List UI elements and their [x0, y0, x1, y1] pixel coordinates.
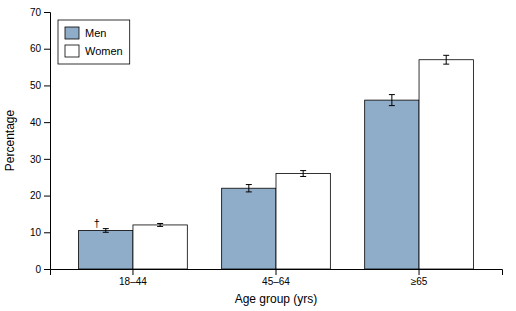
legend: Men Women [58, 20, 130, 64]
y-tick-label: 70 [30, 7, 42, 18]
y-tick: 50 [30, 80, 50, 91]
x-tick-mark [419, 269, 420, 275]
x-tick-mark [132, 269, 133, 275]
x-tick-label: 45–64 [262, 276, 290, 287]
error-bar [103, 229, 109, 233]
y-tick-label: 20 [30, 190, 42, 201]
x-tick: 18–44 [119, 269, 147, 287]
y-tick-mark [44, 122, 50, 123]
y-axis-line [44, 13, 51, 270]
x-axis-line [51, 270, 503, 276]
y-tick-mark [44, 159, 50, 160]
legend-item: Women [65, 45, 123, 57]
bar [133, 225, 187, 269]
y-axis: 0 10 20 30 40 50 60 70 [30, 7, 51, 275]
error-bar [389, 95, 395, 106]
y-tick-mark [44, 232, 50, 233]
y-tick: 10 [30, 227, 50, 238]
y-tick: 70 [30, 7, 50, 18]
legend-swatch [65, 45, 79, 57]
bar [276, 174, 330, 269]
bar [365, 100, 419, 269]
y-tick-label: 40 [30, 117, 42, 128]
legend-label: Men [85, 27, 106, 39]
y-tick-mark [44, 85, 50, 86]
chart: 0 10 20 30 40 50 60 70 18–44 45–64 ≥65 † Men Women Age… [0, 0, 516, 311]
error-bar [300, 171, 306, 177]
x-tick: 45–64 [262, 269, 290, 287]
legend-frame [58, 20, 130, 64]
bar [222, 188, 276, 269]
legend-swatch [65, 27, 79, 39]
x-axis-title: Age group (yrs) [235, 292, 318, 306]
y-axis-title: Percentage [3, 109, 17, 171]
x-axis: 18–44 45–64 ≥65 [51, 269, 503, 287]
x-tick-mark [276, 269, 277, 275]
plot: 0 10 20 30 40 50 60 70 18–44 45–64 ≥65 † Men Women [30, 7, 503, 287]
legend-label: Women [85, 45, 123, 57]
x-tick: ≥65 [411, 269, 428, 287]
y-tick-mark [44, 12, 50, 13]
legend-item: Men [65, 27, 106, 39]
y-tick: 40 [30, 117, 50, 128]
y-tick-label: 50 [30, 80, 42, 91]
marks [79, 55, 474, 269]
x-tick-label: 18–44 [119, 276, 147, 287]
y-tick-label: 10 [30, 227, 42, 238]
error-bar [246, 185, 252, 192]
y-tick: 20 [30, 190, 50, 201]
y-tick: 30 [30, 154, 50, 165]
y-tick-label: 0 [35, 264, 41, 275]
annotation: † [94, 217, 100, 229]
y-tick: 60 [30, 43, 50, 54]
error-bar [157, 223, 163, 226]
series [79, 95, 419, 269]
y-tick: 0 [35, 264, 50, 275]
bar [419, 60, 473, 269]
y-tick-mark [44, 196, 50, 197]
y-tick-label: 30 [30, 154, 42, 165]
error-bar [443, 55, 449, 64]
bar [79, 230, 133, 269]
y-tick-mark [44, 49, 50, 50]
y-tick-label: 60 [30, 43, 42, 54]
series [133, 55, 473, 269]
y-tick-mark [44, 269, 50, 270]
x-tick-label: ≥65 [411, 276, 428, 287]
